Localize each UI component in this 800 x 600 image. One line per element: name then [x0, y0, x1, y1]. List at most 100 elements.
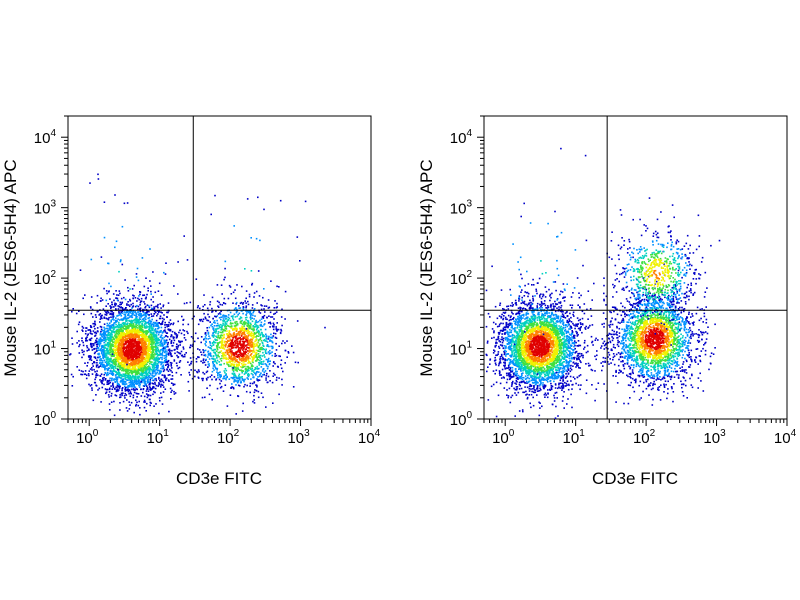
event-dot	[99, 325, 102, 328]
event-dot	[123, 324, 126, 327]
event-dot	[259, 348, 262, 351]
event-dot	[102, 351, 105, 354]
event-dot	[116, 377, 119, 379]
event-dot	[131, 306, 134, 308]
event-dot	[211, 378, 213, 381]
event-dot	[101, 381, 103, 384]
event-dot	[251, 337, 254, 339]
event-dot	[134, 351, 137, 353]
event-dot	[143, 301, 145, 303]
event-dot	[128, 336, 131, 338]
event-dot	[165, 360, 167, 362]
event-dot	[160, 386, 162, 388]
event-dot	[126, 333, 128, 335]
event-dot	[109, 324, 111, 327]
event-dot	[170, 398, 172, 400]
event-dot	[128, 353, 131, 356]
event-dot	[256, 358, 258, 361]
event-dot	[108, 334, 110, 336]
event-dot	[275, 326, 277, 328]
event-dot	[156, 369, 159, 371]
event-dot	[123, 338, 125, 341]
event-dot	[149, 383, 151, 386]
event-dot	[153, 324, 155, 326]
event-dot	[122, 382, 125, 385]
event-dot	[141, 352, 144, 354]
event-dot	[225, 338, 228, 340]
event-dot	[145, 367, 147, 370]
event-dot	[98, 345, 101, 347]
event-dot	[96, 294, 99, 297]
event-dot	[152, 351, 155, 353]
event-dot	[117, 349, 119, 352]
event-dot	[134, 366, 136, 368]
event-dot	[127, 364, 130, 366]
event-dot	[144, 336, 147, 339]
event-dot	[253, 318, 255, 320]
event-dot	[125, 364, 128, 367]
event-dot	[150, 346, 153, 348]
event-dot	[122, 364, 125, 366]
event-dot	[131, 333, 134, 336]
event-dot	[145, 352, 147, 355]
event-dot	[100, 352, 103, 355]
event-dot	[117, 370, 120, 373]
event-dot	[145, 351, 148, 353]
event-dot	[238, 307, 240, 309]
event-dot	[123, 358, 125, 360]
event-dot	[129, 316, 131, 318]
event-dot	[137, 329, 140, 332]
event-dot	[117, 354, 120, 356]
event-dot	[155, 324, 158, 326]
event-dot	[143, 367, 146, 369]
event-dot	[272, 375, 274, 377]
event-dot	[124, 365, 126, 368]
event-dot	[173, 339, 176, 342]
event-dot	[112, 317, 114, 319]
event-dot	[145, 375, 148, 377]
event-dot	[110, 372, 112, 375]
event-dot	[160, 335, 162, 338]
event-dot	[155, 403, 157, 405]
event-dot	[150, 334, 153, 336]
event-dot	[158, 371, 161, 373]
event-dot	[125, 326, 128, 328]
event-dot	[273, 318, 275, 320]
event-dot	[102, 365, 105, 367]
event-dot	[110, 333, 112, 335]
event-dot	[116, 380, 118, 382]
event-dot	[110, 395, 113, 397]
event-dot	[88, 348, 90, 350]
event-dot	[248, 293, 251, 296]
event-dot	[164, 374, 166, 377]
event-dot	[200, 351, 202, 353]
event-dot	[144, 321, 147, 323]
event-dot	[140, 356, 143, 359]
event-dot	[107, 303, 109, 305]
event-dot	[149, 398, 151, 401]
event-dot	[207, 354, 210, 356]
event-dot	[121, 366, 124, 369]
event-dot	[222, 344, 224, 346]
event-dot	[213, 334, 215, 336]
event-dot	[145, 296, 147, 299]
event-dot	[137, 353, 139, 355]
event-dot	[126, 354, 129, 357]
event-dot	[88, 383, 90, 386]
event-dot	[149, 367, 151, 370]
event-dot	[144, 377, 146, 380]
event-dot	[160, 326, 163, 329]
event-dot	[167, 328, 170, 330]
event-dot	[155, 336, 158, 338]
event-dot	[170, 322, 172, 325]
event-dot	[138, 386, 141, 388]
event-dot	[114, 381, 117, 383]
event-dot	[151, 358, 154, 360]
event-dot	[107, 380, 109, 383]
event-dot	[106, 343, 109, 346]
event-dot	[117, 338, 120, 340]
event-dot	[144, 305, 147, 308]
event-dot	[122, 349, 125, 351]
event-dot	[131, 365, 133, 368]
event-dot	[184, 339, 187, 341]
